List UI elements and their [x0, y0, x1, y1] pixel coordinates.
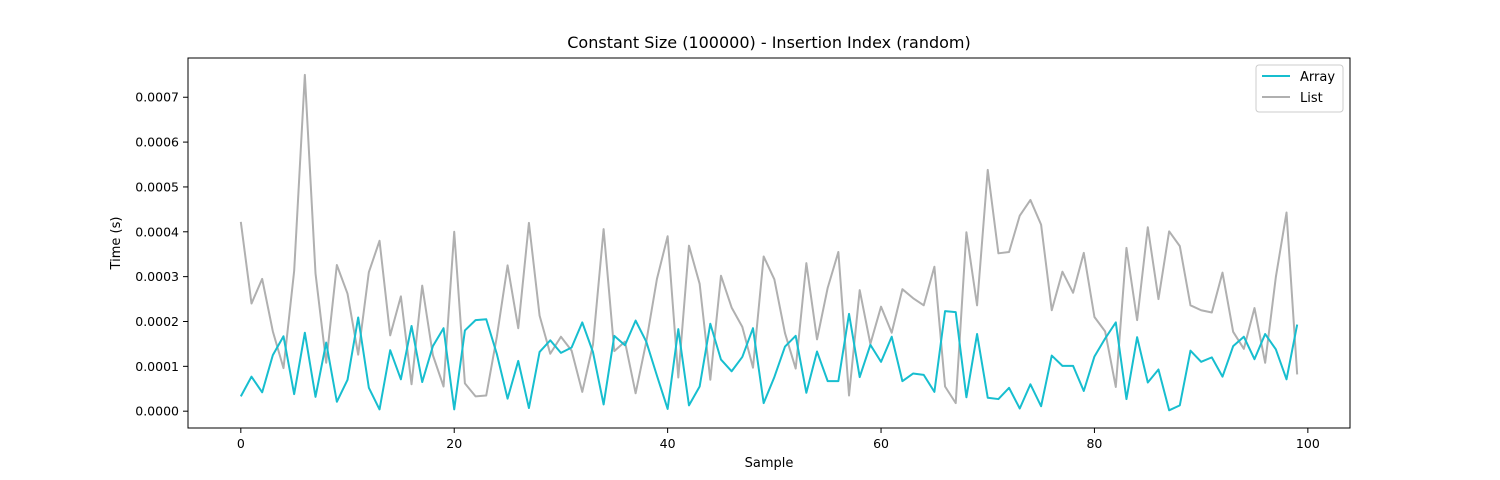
y-tick-label: 0.0006 [135, 135, 179, 150]
y-tick-label: 0.0007 [135, 90, 179, 105]
chart-title: Constant Size (100000) - Insertion Index… [567, 33, 970, 52]
x-tick-label: 80 [1086, 436, 1102, 451]
x-tick-label: 60 [873, 436, 889, 451]
y-tick-label: 0.0003 [135, 269, 179, 284]
y-tick-label: 0.0004 [135, 224, 179, 239]
x-tick-label: 100 [1296, 436, 1320, 451]
series-line-array [239, 310, 1299, 412]
x-tick-label: 0 [237, 436, 245, 451]
x-axis-ticks: 0 20 40 60 80 100 [237, 428, 1320, 451]
x-tick-label: 20 [446, 436, 462, 451]
y-tick-label: 0.0001 [135, 359, 179, 374]
x-tick-label: 40 [660, 436, 676, 451]
series-line-list [239, 73, 1299, 405]
legend-label-list: List [1300, 91, 1323, 106]
y-tick-label: 0.0002 [135, 314, 179, 329]
plot-lines [239, 73, 1299, 412]
plot-frame [187, 57, 1351, 429]
x-axis-label: Sample [745, 456, 794, 471]
y-axis-ticks: 0.0000 0.0001 0.0002 0.0003 0.0004 0.0005 0.00… [135, 90, 188, 419]
legend: Array List [1255, 64, 1344, 113]
y-tick-label: 0.0000 [135, 404, 179, 419]
legend-label-array: Array [1300, 70, 1335, 85]
y-axis-label: Time (s) [109, 217, 124, 271]
y-tick-label: 0.0005 [135, 179, 179, 194]
